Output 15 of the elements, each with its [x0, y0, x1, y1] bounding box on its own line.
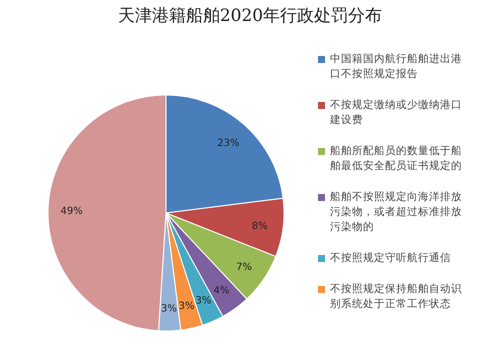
chart-title: 天津港籍船舶2020年行政处罚分布 — [116, 5, 384, 27]
legend-label: 不按规定缴纳或少缴纳港口建设费 — [330, 98, 463, 128]
legend-label: 船舶所配船员的数量低于船舶最低安全配员证书规定的 — [330, 144, 463, 174]
legend-label: 不按照规定保持船舶自动识别系统处于正常工作状态 — [330, 282, 463, 312]
data-label: 7% — [236, 262, 252, 274]
legend-label: 不按照规定守听航行通信 — [330, 251, 451, 266]
data-label: 3% — [178, 301, 195, 312]
data-label: 8% — [252, 220, 268, 232]
data-label: 3% — [196, 296, 212, 307]
data-label: 4% — [214, 285, 230, 296]
data-label: 23% — [217, 138, 240, 150]
data-label: 3% — [161, 303, 177, 314]
legend-label: 船舶不按照规定向海洋排放污染物，或者超过标准排放污染物的 — [330, 190, 463, 235]
legend-label: 中国籍国内航行船舶进出港口不按照规定报告 — [330, 52, 463, 82]
data-label: 49% — [60, 206, 83, 218]
